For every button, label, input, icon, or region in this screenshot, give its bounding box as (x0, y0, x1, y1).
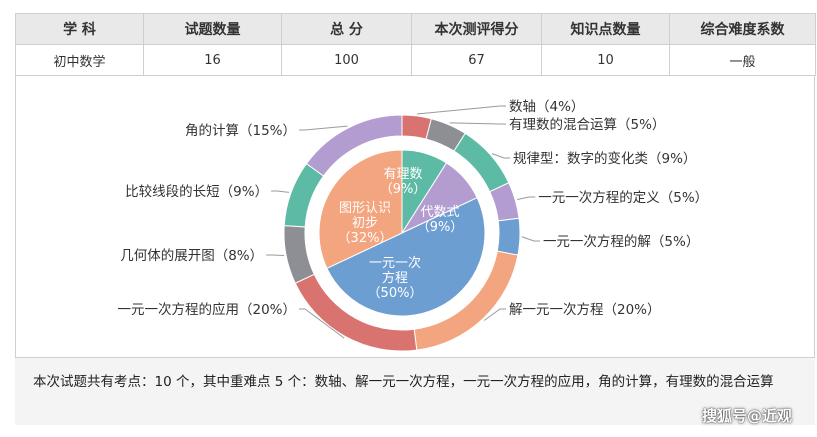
outer-slice-label: 解一元一次方程（20%） (509, 302, 661, 318)
outer-slice-label: 规律型：数字的变化类（9%） (513, 151, 696, 167)
outer-slice-label: 角的计算（15%） (185, 123, 296, 139)
exam-summary-note: 本次试题共有考点：10 个，其中重难点 5 个：数轴、解一元一次方程，一元一次方… (15, 357, 815, 425)
inner-slice-label: 方程 (382, 270, 408, 286)
table-header-row: 学 科 试题数量 总 分 本次测评得分 知识点数量 综合难度系数 (15, 13, 816, 45)
outer-slice-label: 一元一次方程的定义（5%） (538, 190, 708, 206)
leader-line (491, 153, 511, 159)
cell-total-score: 100 (281, 44, 412, 76)
outer-slice (305, 114, 403, 177)
inner-slice-label: 初步 (352, 216, 378, 231)
table-row: 初中数学 16 100 67 10 一般 (15, 44, 816, 76)
inner-slice-label: （32%） (338, 231, 393, 246)
outer-slice-label: 数轴（4%） (509, 99, 584, 115)
cell-score: 67 (411, 44, 542, 76)
leader-line (483, 308, 506, 321)
watermark: 搜狐号@近观 (702, 407, 793, 425)
header-knowledge-points: 知识点数量 (541, 13, 670, 45)
outer-ring (283, 114, 521, 352)
leader-line (299, 308, 345, 339)
inner-slice-label: 一元一次 (369, 255, 421, 271)
label-leader-lines (266, 105, 540, 339)
inner-slice-label: 图形认识 (339, 201, 391, 216)
cell-subject: 初中数学 (15, 44, 144, 76)
inner-slice (318, 149, 403, 270)
outer-slice-label: 一元一次方程的应用（20%） (117, 301, 296, 318)
leader-line (271, 190, 290, 193)
inner-slice-label: （50%） (368, 286, 423, 301)
leader-line (521, 236, 540, 242)
outer-slice-label: 比较线段的长短（9%） (125, 184, 268, 200)
cell-question-count: 16 (143, 44, 282, 76)
inner-slice-label: 有理数 (383, 167, 422, 182)
summary-table: 学 科 试题数量 总 分 本次测评得分 知识点数量 综合难度系数 初中数学 16… (15, 13, 816, 76)
inner-slice (326, 196, 486, 317)
inner-ring (318, 149, 486, 317)
outer-slice (496, 217, 521, 256)
leader-line (416, 105, 506, 115)
leader-line (449, 122, 506, 125)
outer-slice-label: 一元一次方程的解（5%） (543, 234, 699, 250)
leader-line (299, 125, 348, 131)
outer-slice-label: 几何体的展开图（8%） (120, 248, 263, 264)
outer-slice (283, 225, 315, 284)
cell-difficulty: 一般 (669, 44, 816, 76)
inner-slice-label: 代数式 (420, 205, 459, 220)
header-score: 本次测评得分 (411, 13, 542, 45)
outer-slice (283, 162, 325, 228)
header-difficulty: 综合难度系数 (669, 13, 816, 45)
inner-slice-label: （9%） (380, 182, 427, 197)
inner-slice-label: （9%） (417, 220, 464, 235)
leader-line (517, 196, 536, 201)
outer-labels: 数轴（4%） 有理数的混合运算（5%） 规律型：数字的变化类（9%） 一元一次方程的定… (117, 99, 708, 318)
outer-slice-label: 有理数的混合运算（5%） (509, 117, 665, 133)
